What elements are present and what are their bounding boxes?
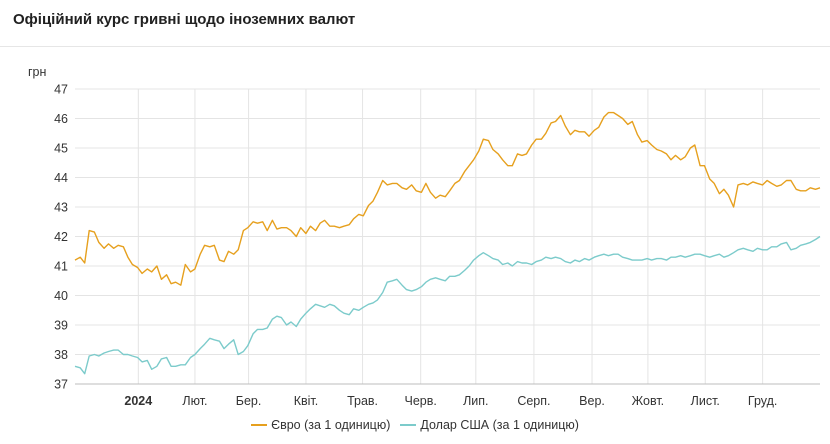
legend-item-euro[interactable]: Євро (за 1 одиницю) <box>251 418 390 432</box>
y-tick-label: 47 <box>54 83 68 97</box>
y-tick-label: 37 <box>54 378 68 392</box>
y-tick-label: 45 <box>54 142 68 156</box>
x-tick-label: Жовт. <box>632 394 665 408</box>
x-tick-label: Лип. <box>463 394 488 408</box>
x-axis: 2024 Лют. Бер. Квіт. Трав. Черв. Лип. Серп. Вер.… <box>75 383 820 408</box>
legend-item-usd[interactable]: Долар США (за 1 одиницю) <box>400 418 579 432</box>
legend-label-usd: Долар США (за 1 одиницю) <box>420 418 579 432</box>
x-tick-label: Трав. <box>347 394 378 408</box>
chart-title: Офіційний курс гривні щодо іноземних вал… <box>13 11 356 28</box>
y-tick-label: 39 <box>54 319 68 333</box>
y-tick-label: 38 <box>54 348 68 362</box>
legend-swatch-usd <box>400 424 417 426</box>
line-chart: 37 38 39 40 41 42 43 44 45 46 47 2024 Лют. Бер. Квіт.… <box>28 65 821 408</box>
x-tick-label: Серп. <box>517 394 550 408</box>
gridlines <box>75 88 820 385</box>
x-tick-label: Квіт. <box>294 394 319 408</box>
y-tick-label: 41 <box>54 260 68 274</box>
y-tick-label: 42 <box>54 230 68 244</box>
series-line-0 <box>74 111 821 286</box>
x-tick-label: Вер. <box>579 394 605 408</box>
y-axis-label: грн <box>28 65 47 79</box>
x-tick-label: Груд. <box>748 394 777 408</box>
y-axis: 37 38 39 40 41 42 43 44 45 46 47 <box>54 83 68 392</box>
x-tick-label: Лист. <box>691 394 720 408</box>
y-tick-label: 44 <box>54 171 68 185</box>
series-line-1 <box>74 235 821 375</box>
y-tick-label: 43 <box>54 201 68 215</box>
legend: Євро (за 1 одиницю) Долар США (за 1 один… <box>0 418 830 432</box>
x-tick-label: Бер. <box>236 394 262 408</box>
series-lines <box>74 111 821 375</box>
y-tick-label: 46 <box>54 112 68 126</box>
legend-swatch-euro <box>251 424 268 426</box>
x-tick-label: Лют. <box>182 394 207 408</box>
x-tick-label: Черв. <box>405 394 437 408</box>
x-tick-label: 2024 <box>124 394 152 408</box>
title-divider <box>0 46 830 47</box>
y-tick-label: 40 <box>54 289 68 303</box>
legend-label-euro: Євро (за 1 одиницю) <box>271 418 391 432</box>
